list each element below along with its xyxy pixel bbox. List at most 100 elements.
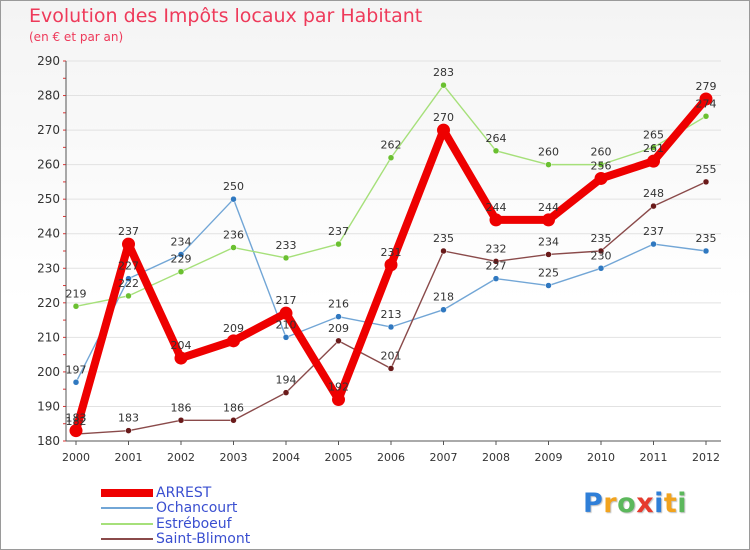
point-saint-blimont-2012	[702, 178, 710, 186]
chart-title: Evolution des Impôts locaux par Habitant	[29, 5, 423, 27]
data-label-ochancourt-2005: 216	[328, 298, 349, 311]
point-arrest-2001	[122, 237, 135, 251]
data-label-estr-boeuf-2004: 233	[276, 239, 297, 252]
point-arrest-2009	[542, 213, 555, 227]
y-tick-label-250: 250	[37, 192, 60, 206]
data-labels: 197 227 234 250 210 216 213 218 227 225 230 237 235 2…	[66, 66, 717, 428]
point-arrest-2005	[332, 393, 345, 407]
data-label-estr-boeuf-2006: 262	[381, 139, 402, 152]
point-estr-boeuf-2003	[230, 244, 237, 251]
legend-swatch-estr-boeuf	[101, 522, 153, 525]
x-tick-label-2006: 2006	[377, 451, 405, 464]
x-tick-label-2000: 2000	[62, 451, 90, 464]
point-estr-boeuf-2006	[387, 154, 395, 161]
point-ochancourt-2003	[230, 195, 237, 203]
point-saint-blimont-2006	[387, 365, 395, 372]
point-estr-boeuf-2010	[597, 161, 605, 168]
legend-swatch-ochancourt	[101, 507, 153, 510]
data-label-estr-boeuf-2008: 264	[486, 132, 507, 145]
point-estr-boeuf-2008	[492, 147, 500, 155]
y-tick-label-240: 240	[37, 227, 60, 241]
point-saint-blimont-2010	[597, 247, 605, 255]
data-label-arrest-2011: 261	[643, 142, 664, 155]
data-label-estr-boeuf-2011: 265	[643, 128, 664, 141]
x-tick-label-2003: 2003	[220, 451, 248, 464]
point-saint-blimont-2004	[282, 389, 290, 396]
logo-letter: r	[603, 488, 618, 519]
series-estr-boeuf	[72, 81, 710, 310]
logo-letter: x	[636, 488, 655, 519]
point-ochancourt-2000	[72, 379, 80, 386]
series-lines	[69, 81, 713, 438]
legend-item-ochancourt: Ochancourt	[101, 500, 250, 517]
data-label-estr-boeuf-2003: 236	[223, 229, 244, 242]
point-estr-boeuf-2000	[72, 303, 80, 310]
y-tick-label-260: 260	[37, 158, 60, 172]
data-label-ochancourt-2002: 234	[171, 235, 192, 248]
logo-letter: P	[583, 488, 604, 519]
x-tick-label-2005: 2005	[325, 451, 353, 464]
data-label-estr-boeuf-2010: 260	[591, 146, 612, 159]
data-label-ochancourt-2001: 227	[118, 260, 139, 273]
point-estr-boeuf-2002	[177, 268, 185, 275]
logo-letter: i	[654, 488, 664, 519]
y-tick-label-200: 200	[37, 365, 60, 379]
x-tick-label-2001: 2001	[115, 451, 143, 464]
chart-subtitle: (en € et par an)	[29, 30, 124, 44]
data-label-ochancourt-2011: 237	[643, 225, 664, 238]
x-tick-label-2012: 2012	[692, 451, 720, 464]
point-ochancourt-2009	[545, 282, 552, 289]
data-label-saint-blimont-2009: 234	[538, 235, 559, 248]
point-saint-blimont-2007	[440, 247, 447, 255]
data-label-saint-blimont-2002: 186	[171, 401, 192, 414]
point-arrest-2002	[174, 351, 188, 365]
data-label-ochancourt-2009: 225	[538, 267, 559, 280]
point-arrest-2003	[227, 334, 240, 348]
data-label-ochancourt-2006: 213	[381, 308, 402, 321]
legend-label-ochancourt: Ochancourt	[156, 500, 238, 517]
legend: ARREST Ochancourt Estréboeuf Saint-Blimont	[101, 485, 250, 547]
data-label-saint-blimont-2012: 255	[696, 163, 717, 176]
data-label-saint-blimont-2004: 194	[276, 374, 297, 387]
axes: 180 190 200 210 220 230 240 250 260 270 280 290 2000…	[37, 54, 721, 464]
data-label-estr-boeuf-2007: 283	[433, 66, 454, 79]
x-tick-label-2002: 2002	[167, 451, 195, 464]
y-tick-label-290: 290	[37, 54, 60, 68]
data-label-arrest-2008: 244	[486, 201, 507, 214]
data-label-arrest-2005: 192	[328, 381, 349, 394]
point-ochancourt-2001	[125, 275, 132, 282]
point-ochancourt-2011	[650, 240, 657, 248]
point-ochancourt-2007	[440, 306, 447, 313]
data-label-ochancourt-2003: 250	[223, 180, 244, 193]
x-tick-label-2011: 2011	[640, 451, 668, 464]
legend-item-saint-blimont: Saint-Blimont	[101, 531, 250, 547]
point-ochancourt-2004	[282, 334, 290, 341]
y-tick-label-180: 180	[37, 434, 60, 448]
point-arrest-2000	[69, 424, 83, 438]
point-estr-boeuf-2001	[125, 292, 132, 300]
point-estr-boeuf-2005	[335, 240, 342, 248]
x-tick-label-2009: 2009	[535, 451, 563, 464]
data-label-estr-boeuf-2012: 274	[696, 97, 717, 110]
point-arrest-2012	[699, 92, 713, 106]
point-ochancourt-2006	[387, 323, 395, 331]
point-ochancourt-2002	[177, 251, 185, 258]
x-tick-label-2004: 2004	[272, 451, 300, 464]
point-ochancourt-2010	[597, 265, 605, 272]
series-ochancourt	[72, 195, 710, 386]
data-label-estr-boeuf-2000: 219	[66, 287, 87, 300]
data-label-estr-boeuf-2001: 222	[118, 277, 139, 290]
point-ochancourt-2012	[702, 247, 710, 255]
data-label-saint-blimont-2003: 186	[223, 401, 244, 414]
point-arrest-2006	[384, 258, 398, 272]
data-label-saint-blimont-2001: 183	[118, 412, 139, 425]
data-label-arrest-2004: 217	[276, 294, 297, 307]
point-estr-boeuf-2007	[440, 81, 447, 89]
legend-swatch-arrest	[101, 488, 153, 497]
data-label-saint-blimont-2005: 209	[328, 322, 349, 335]
point-saint-blimont-2009	[545, 251, 552, 258]
data-label-arrest-2007: 270	[433, 111, 454, 124]
x-tick-label-2010: 2010	[587, 451, 615, 464]
